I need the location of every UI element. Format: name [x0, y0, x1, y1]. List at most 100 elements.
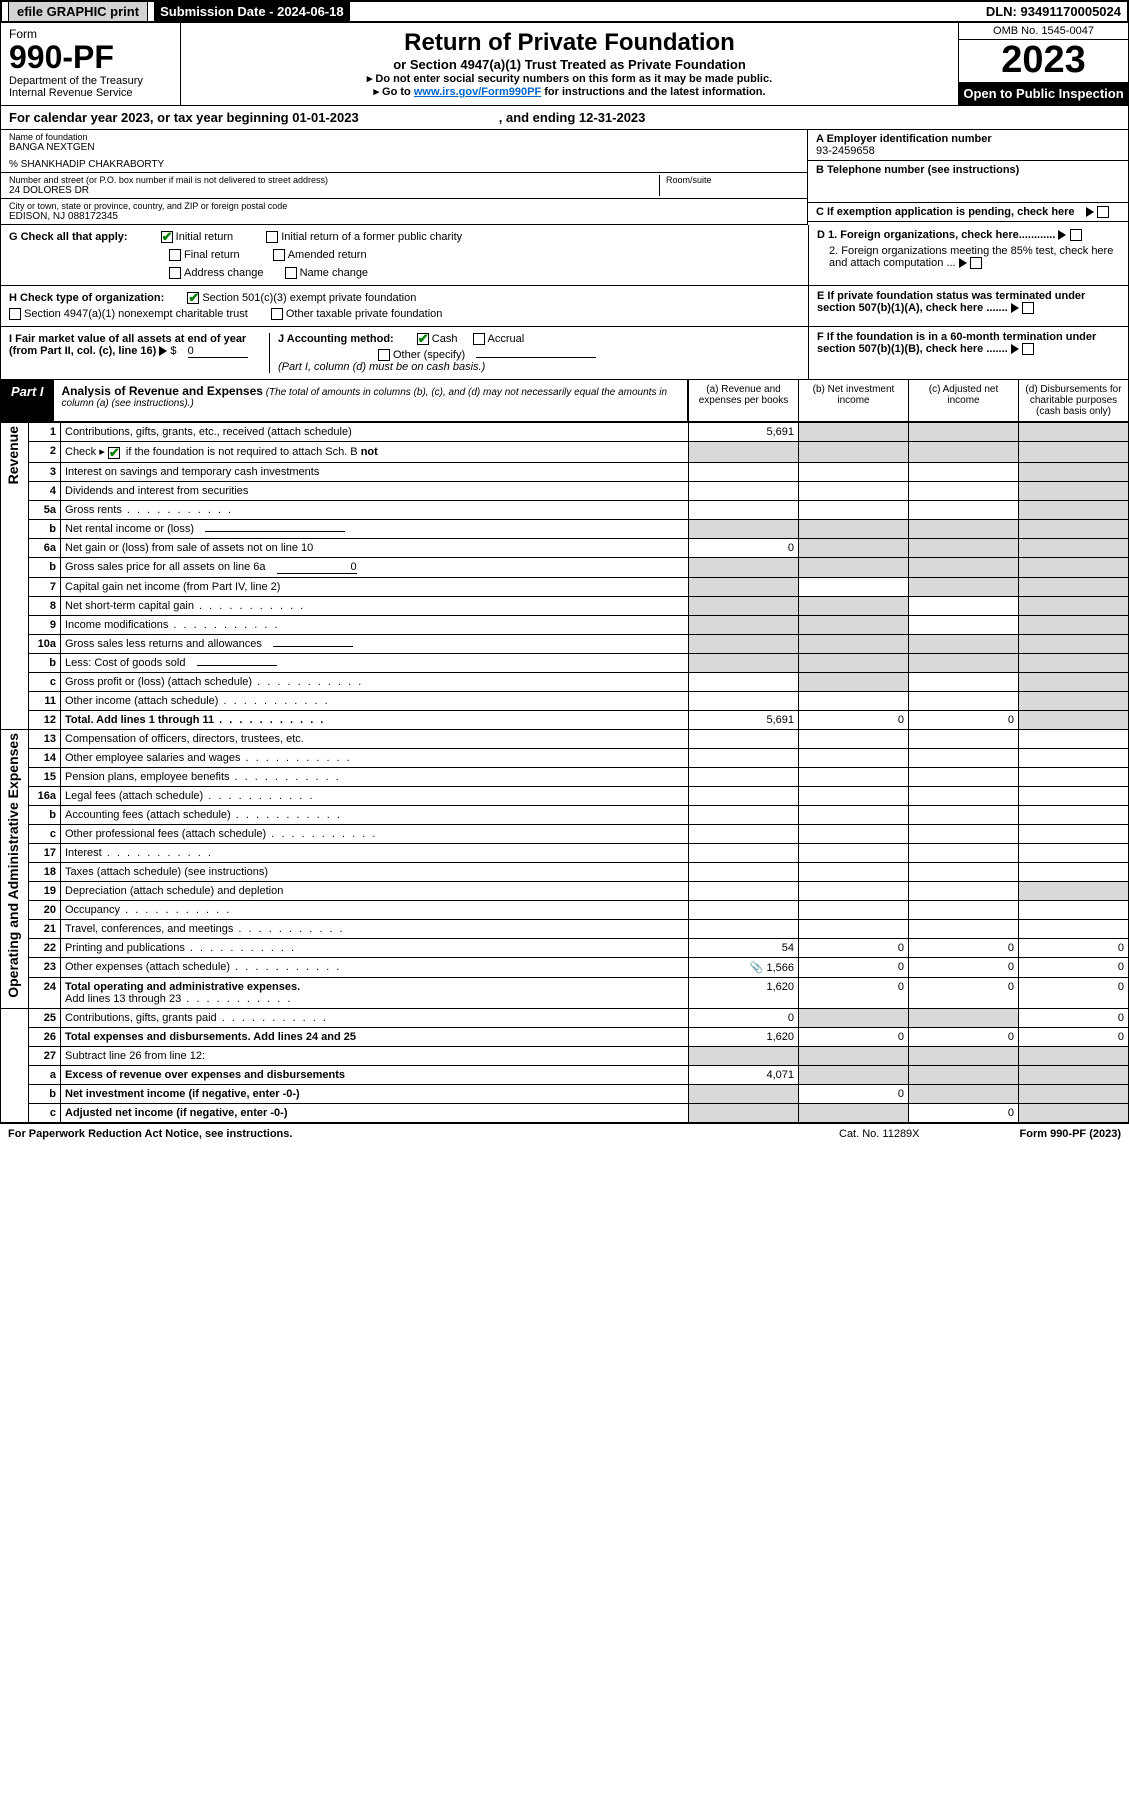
d1-checkbox[interactable]	[1070, 229, 1082, 241]
h2-checkbox[interactable]	[9, 308, 21, 320]
h2-text: Section 4947(a)(1) nonexempt charitable …	[24, 308, 248, 320]
line15: Pension plans, employee benefits	[61, 767, 689, 786]
line8: Net short-term capital gain	[61, 596, 689, 615]
line20: Occupancy	[61, 900, 689, 919]
c-label: C If exemption application is pending, c…	[816, 206, 1075, 218]
form-number: 990-PF	[9, 41, 172, 73]
line24: Total operating and administrative expen…	[65, 981, 300, 993]
f-checkbox[interactable]	[1022, 343, 1034, 355]
line6a: Net gain or (loss) from sale of assets n…	[61, 538, 689, 557]
line17: Interest	[61, 843, 689, 862]
j-note: (Part I, column (d) must be on cash basi…	[278, 361, 800, 373]
f-label: F If the foundation is in a 60-month ter…	[817, 331, 1096, 355]
line23: Other expenses (attach schedule)	[61, 957, 689, 977]
line4: Dividends and interest from securities	[61, 481, 689, 500]
room-label: Room/suite	[666, 175, 799, 185]
note-2: ▸ Go to www.irs.gov/Form990PF for instru…	[187, 85, 952, 98]
arrow-icon	[1011, 344, 1019, 354]
h1-text: Section 501(c)(3) exempt private foundat…	[202, 292, 416, 304]
v27c: 0	[909, 1103, 1019, 1122]
g6-checkbox[interactable]	[285, 267, 297, 279]
g3-checkbox[interactable]	[169, 249, 181, 261]
part1-label: Part I	[1, 380, 54, 421]
v6b: 0	[277, 561, 357, 574]
name-label: Name of foundation	[9, 132, 799, 142]
line6b: Gross sales price for all assets on line…	[65, 561, 266, 573]
line16c: Other professional fees (attach schedule…	[61, 824, 689, 843]
cal-year-row: For calendar year 2023, or tax year begi…	[0, 106, 1129, 130]
g4-checkbox[interactable]	[273, 249, 285, 261]
arrow-icon	[159, 346, 167, 356]
line10c: Gross profit or (loss) (attach schedule)	[61, 672, 689, 691]
form-title: Return of Private Foundation	[187, 29, 952, 57]
foundation-name: BANGA NEXTGEN	[9, 142, 799, 153]
e-label: E If private foundation status was termi…	[817, 290, 1085, 314]
col-a-header: (a) Revenue and expenses per books	[688, 380, 798, 421]
line25: Contributions, gifts, grants paid	[61, 1008, 689, 1027]
line26: Total expenses and disbursements. Add li…	[61, 1027, 689, 1046]
irs-link[interactable]: www.irs.gov/Form990PF	[414, 86, 541, 98]
j-accrual-text: Accrual	[488, 333, 525, 345]
j-cash-text: Cash	[432, 333, 458, 345]
e-checkbox[interactable]	[1022, 302, 1034, 314]
line27: Subtract line 26 from line 12:	[61, 1046, 689, 1065]
line2a: Check ▸	[65, 446, 105, 458]
v22b: 0	[799, 938, 909, 957]
d2-checkbox[interactable]	[970, 257, 982, 269]
side-expenses: Operating and Administrative Expenses	[5, 733, 21, 998]
j-accrual-checkbox[interactable]	[473, 333, 485, 345]
arrow-icon	[1058, 230, 1066, 240]
line7: Capital gain net income (from Part IV, l…	[61, 577, 689, 596]
efile-button[interactable]: efile GRAPHIC print	[8, 1, 148, 22]
cal-year-end: , and ending 12-31-2023	[499, 110, 646, 125]
i-value: 0	[188, 345, 248, 358]
part1-table: Revenue 1Contributions, gifts, grants, e…	[0, 422, 1129, 1122]
g-label: G Check all that apply:	[9, 231, 128, 243]
line27a: Excess of revenue over expenses and disb…	[61, 1065, 689, 1084]
phone-label: B Telephone number (see instructions)	[816, 164, 1019, 176]
j-cash-checkbox[interactable]	[417, 333, 429, 345]
line10b: Less: Cost of goods sold	[65, 657, 185, 669]
cat-no: Cat. No. 11289X	[839, 1128, 920, 1140]
checks-row-h: H Check type of organization: Section 50…	[0, 286, 1129, 327]
entity-block: Name of foundation BANGA NEXTGEN % SHANK…	[0, 130, 1129, 225]
g1-checkbox[interactable]	[161, 231, 173, 243]
line27c: Adjusted net income (if negative, enter …	[61, 1103, 689, 1122]
line19: Depreciation (attach schedule) and deple…	[61, 881, 689, 900]
arrow-icon	[1011, 303, 1019, 313]
v27b: 0	[799, 1084, 909, 1103]
v25a: 0	[689, 1008, 799, 1027]
g5-text: Address change	[184, 267, 264, 279]
g3-text: Final return	[184, 249, 240, 261]
note-1: ▸ Do not enter social security numbers o…	[187, 72, 952, 85]
g2-checkbox[interactable]	[266, 231, 278, 243]
part1-title: Analysis of Revenue and Expenses	[62, 384, 263, 398]
checks-row-ij: I Fair market value of all assets at end…	[0, 327, 1129, 380]
addr-label: Number and street (or P.O. box number if…	[9, 175, 659, 185]
v26a: 1,620	[689, 1027, 799, 1046]
v24b: 0	[799, 977, 909, 1008]
checks-row-g: G Check all that apply: Initial return I…	[0, 225, 1129, 286]
v12b: 0	[799, 710, 909, 729]
v26d: 0	[1019, 1027, 1129, 1046]
ein-value: 93-2459658	[816, 145, 875, 157]
line21: Travel, conferences, and meetings	[61, 919, 689, 938]
line2b: if the foundation is not required to att…	[126, 446, 358, 458]
j-other-checkbox[interactable]	[378, 349, 390, 361]
j-label: J Accounting method:	[278, 333, 394, 345]
h1-checkbox[interactable]	[187, 292, 199, 304]
line5a: Gross rents	[61, 500, 689, 519]
h3-checkbox[interactable]	[271, 308, 283, 320]
v22a: 54	[689, 938, 799, 957]
attachment-icon[interactable]: 📎	[750, 962, 764, 974]
schb-checkbox[interactable]	[108, 447, 120, 459]
line3: Interest on savings and temporary cash i…	[61, 462, 689, 481]
g6-text: Name change	[300, 267, 369, 279]
line22: Printing and publications	[61, 938, 689, 957]
g5-checkbox[interactable]	[169, 267, 181, 279]
g2-text: Initial return of a former public charit…	[281, 231, 462, 243]
h3-text: Other taxable private foundation	[286, 308, 443, 320]
line9: Income modifications	[61, 615, 689, 634]
v23d: 0	[1019, 957, 1129, 977]
c-checkbox[interactable]	[1097, 206, 1109, 218]
